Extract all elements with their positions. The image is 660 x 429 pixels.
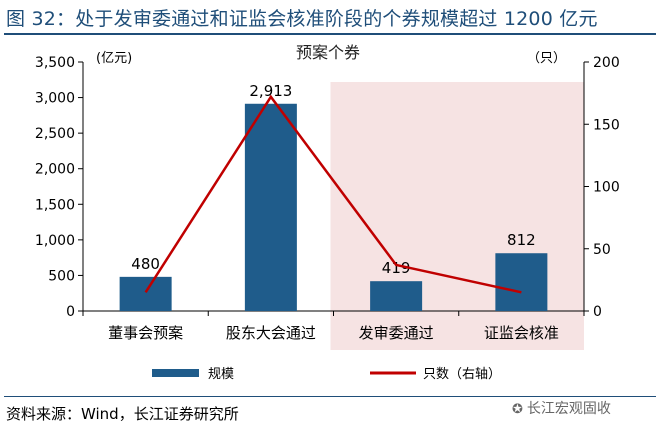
right-axis-unit: （只） — [527, 51, 566, 66]
bar-data-label: 812 — [507, 231, 536, 249]
left-axis-tick-label: 1,000 — [35, 233, 75, 249]
legend-bar-label: 规模 — [208, 367, 234, 382]
bar — [244, 103, 297, 311]
figure-title: 图 32：处于发审委通过和证监会核准阶段的个券规模超过 1200 亿元 — [6, 8, 598, 30]
right-axis-tick-label: 150 — [593, 117, 620, 133]
chart-title: 预案个券 — [296, 43, 360, 62]
bar — [370, 281, 423, 311]
bar-data-label: 2,913 — [249, 82, 292, 100]
left-axis-tick-label: 0 — [66, 304, 75, 320]
left-axis-tick-label: 2,500 — [35, 126, 75, 142]
line-series — [144, 94, 522, 294]
x-axis-tick-label: 发审委通过 — [359, 324, 434, 342]
left-axis-tick-label: 3,500 — [35, 55, 75, 71]
wechat-icon: ✪ — [512, 402, 523, 417]
bar — [495, 253, 548, 311]
right-axis-tick-label: 0 — [593, 304, 602, 320]
right-axis-tick-label: 100 — [593, 180, 620, 196]
bar-data-label: 419 — [382, 259, 411, 277]
watermark-text: 长江宏观固收 — [526, 401, 611, 417]
left-axis-tick-label: 1,500 — [35, 197, 75, 213]
legend-bar-swatch — [152, 369, 199, 377]
left-axis-tick-label: 500 — [48, 268, 75, 284]
bar — [119, 276, 172, 311]
source-note: 资料来源：Wind，长江证券研究所 — [6, 405, 239, 423]
x-axis-tick-label: 股东大会通过 — [226, 324, 316, 342]
x-axis-tick-label: 董事会预案 — [108, 324, 183, 342]
left-axis-tick-label: 2,000 — [35, 162, 75, 178]
title-divider — [4, 33, 656, 35]
watermark: ✪ 长江宏观固收 — [512, 398, 611, 418]
x-axis-tick-label: 证监会核准 — [484, 324, 559, 342]
footer-divider — [4, 396, 656, 397]
left-axis-tick-label: 3,000 — [35, 91, 75, 107]
right-axis-tick-label: 50 — [593, 242, 611, 258]
right-axis-tick-label: 200 — [593, 55, 620, 71]
left-axis-unit: (亿元) — [96, 51, 132, 66]
bar-data-label: 480 — [131, 255, 160, 273]
legend-line-label: 只数（右轴） — [423, 367, 501, 382]
